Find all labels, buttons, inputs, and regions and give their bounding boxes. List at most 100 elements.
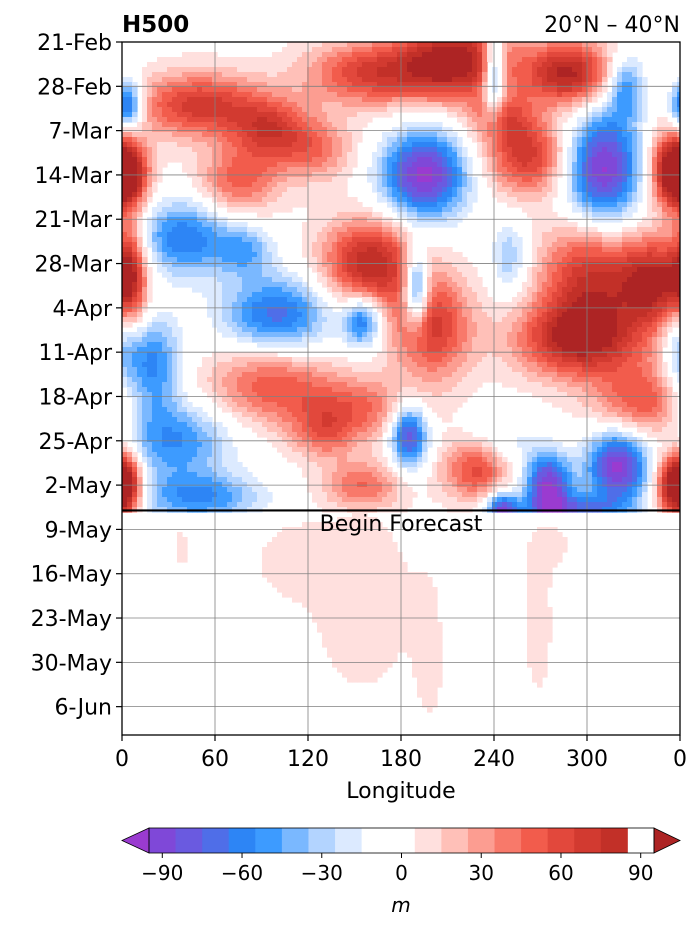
heatmap-cell [537,42,543,48]
heatmap-cell [567,242,573,248]
heatmap-cell [332,162,338,168]
heatmap-cell [607,212,613,218]
heatmap-cell [137,277,143,283]
heatmap-cell [127,272,133,278]
heatmap-cell [342,152,348,158]
heatmap-cell [462,287,468,293]
heatmap-cell [412,127,418,133]
heatmap-cell [172,272,178,278]
heatmap-cell [352,157,358,163]
heatmap-cell [537,237,543,243]
heatmap-cell [182,222,188,228]
heatmap-cell [547,122,553,128]
heatmap-cell [617,232,623,238]
heatmap-cell [552,247,558,253]
heatmap-cell [467,102,473,108]
heatmap-cell [282,87,288,93]
heatmap-cell [272,92,278,98]
heatmap-cell [462,297,468,303]
heatmap-cell [537,132,543,138]
heatmap-cell [587,277,593,283]
heatmap-cell [187,72,193,78]
heatmap-cell [222,237,228,243]
heatmap-cell [572,152,578,158]
heatmap-cell [232,277,238,283]
heatmap-cell [257,147,263,153]
heatmap-cell [587,237,593,243]
heatmap-cell [547,187,553,193]
heatmap-cell [177,107,183,113]
heatmap-cell [457,67,463,73]
heatmap-cell [202,287,208,293]
heatmap-cell [182,212,188,218]
heatmap-cell [402,272,408,278]
heatmap-cell [257,252,263,258]
heatmap-cell [632,147,638,153]
heatmap-cell [277,92,283,98]
heatmap-cell [552,147,558,153]
heatmap-cell [522,152,528,158]
heatmap-cell [527,87,533,93]
heatmap-cell [657,192,663,198]
heatmap-cell [317,142,323,148]
heatmap-cell [347,232,353,238]
heatmap-cell [622,307,628,313]
heatmap-cell [487,302,493,308]
heatmap-cell [507,137,513,143]
heatmap-cell [542,202,548,208]
heatmap-cell [237,107,243,113]
heatmap-cell [532,237,538,243]
heatmap-cell [622,92,628,98]
heatmap-cell [292,287,298,293]
heatmap-cell [177,122,183,128]
heatmap-cell [307,87,313,93]
heatmap-cell [512,47,518,53]
heatmap-cell [352,162,358,168]
heatmap-cell [577,142,583,148]
heatmap-cell [402,142,408,148]
heatmap-cell [437,207,443,213]
heatmap-cell [252,177,258,183]
heatmap-cell [192,177,198,183]
heatmap-cell [617,197,623,203]
heatmap-cell [282,47,288,53]
heatmap-cell [492,187,498,193]
heatmap-cell [207,87,213,93]
heatmap-cell [622,87,628,93]
heatmap-cell [592,197,598,203]
heatmap-cell [317,242,323,248]
heatmap-cell [567,222,573,228]
heatmap-cell [232,282,238,288]
heatmap-cell [157,67,163,73]
heatmap-cell [447,152,453,158]
heatmap-cell [167,222,173,228]
heatmap-cell [237,77,243,83]
heatmap-cell [222,82,228,88]
heatmap-cell [302,42,308,48]
heatmap-cell [332,122,338,128]
heatmap-cell [257,82,263,88]
heatmap-cell [607,152,613,158]
heatmap-cell [242,152,248,158]
heatmap-cell [597,237,603,243]
heatmap-cell [157,267,163,273]
heatmap-cell [342,277,348,283]
heatmap-cell [137,307,143,313]
heatmap-cell [442,207,448,213]
heatmap-cell [547,67,553,73]
heatmap-cell [512,252,518,258]
heatmap-cell [167,122,173,128]
heatmap-cell [562,272,568,278]
heatmap-cell [582,157,588,163]
heatmap-cell [662,242,668,248]
heatmap-cell [547,307,553,313]
heatmap-cell [502,102,508,108]
heatmap-cell [327,307,333,313]
heatmap-cell [567,232,573,238]
heatmap-cell [127,242,133,248]
heatmap-cell [357,77,363,83]
heatmap-cell [597,127,603,133]
heatmap-cell [422,42,428,48]
heatmap-cell [257,182,263,188]
heatmap-cell [597,87,603,93]
